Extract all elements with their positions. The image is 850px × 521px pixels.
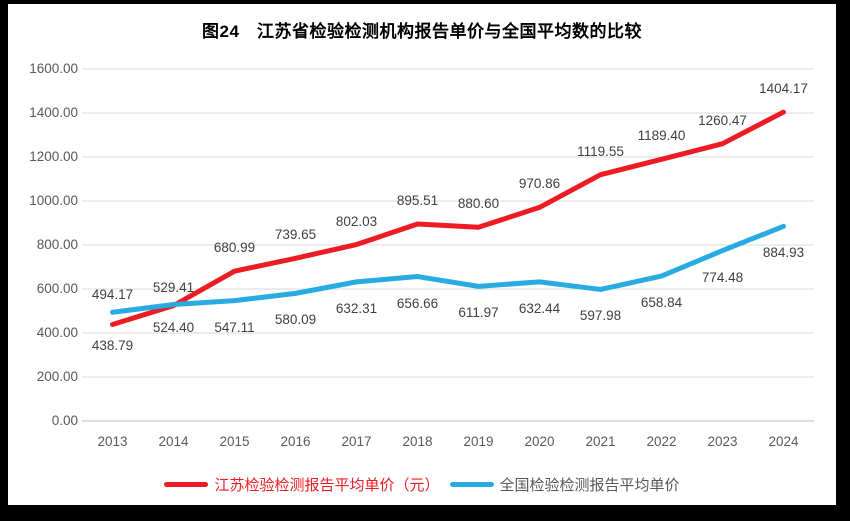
x-tick-label: 2021 <box>585 434 616 449</box>
y-tick-label: 600.00 <box>36 281 78 296</box>
data-label-0: 802.03 <box>335 213 378 229</box>
x-tick-label: 2013 <box>97 434 128 449</box>
data-label-1: 632.44 <box>518 300 561 316</box>
data-label-0: 1404.17 <box>759 81 808 97</box>
data-label-1: 580.09 <box>274 312 317 328</box>
data-label-0: 1260.47 <box>698 112 747 128</box>
x-tick-label: 2022 <box>646 434 677 449</box>
y-tick-label: 400.00 <box>36 325 78 340</box>
data-label-1: 774.48 <box>701 269 744 285</box>
y-tick-label: 1600.00 <box>29 61 78 76</box>
x-tick-label: 2019 <box>463 434 494 449</box>
y-tick-label: 1000.00 <box>29 193 78 208</box>
data-label-1: 656.66 <box>396 295 439 311</box>
data-label-1: 597.98 <box>579 308 622 324</box>
data-label-0: 680.99 <box>213 240 256 256</box>
legend-label-jiangsu: 江苏检验检测报告平均单价（元） <box>214 477 440 494</box>
legend-label-national: 全国检验检测报告平均单价 <box>499 477 680 494</box>
data-label-1: 632.31 <box>335 300 378 316</box>
chart-frame: 图24 江苏省检验检测机构报告单价与全国平均数的比较 0.00 200.00 400… <box>8 4 836 505</box>
data-label-1: 611.97 <box>458 305 499 321</box>
legend-swatch-jiangsu <box>164 482 209 487</box>
legend-item-national: 全国检验检测报告平均单价 <box>449 474 680 495</box>
x-tick-label: 2017 <box>341 434 372 449</box>
x-tick-label: 2018 <box>402 434 433 449</box>
data-label-0: 524.40 <box>152 319 195 335</box>
data-label-1: 547.11 <box>214 319 255 335</box>
y-tick-label: 200.00 <box>36 369 78 384</box>
data-label-0: 438.79 <box>91 338 134 354</box>
x-tick-label: 2020 <box>524 434 555 449</box>
x-tick-label: 2023 <box>707 434 738 449</box>
data-label-1: 529.41 <box>152 279 195 295</box>
x-tick-label: 2014 <box>158 434 189 449</box>
y-tick-label: 0.00 <box>51 413 78 428</box>
y-tick-label: 800.00 <box>36 237 78 252</box>
series-line-1 <box>110 223 786 315</box>
series-line-0 <box>110 109 786 327</box>
data-label-1: 658.84 <box>640 295 683 311</box>
legend-swatch-national <box>449 482 494 487</box>
x-tick-label: 2024 <box>768 434 799 449</box>
legend: 江苏检验检测报告平均单价（元） 全国检验检测报告平均单价 <box>8 474 836 495</box>
x-tick-label: 2016 <box>280 434 311 449</box>
data-label-1: 884.93 <box>762 245 805 261</box>
data-label-0: 1189.40 <box>637 128 686 144</box>
data-label-1: 494.17 <box>91 287 134 303</box>
data-label-0: 739.65 <box>274 227 317 243</box>
data-label-0: 970.86 <box>518 176 561 192</box>
data-label-0: 880.60 <box>457 196 500 212</box>
x-tick-label: 2015 <box>219 434 250 449</box>
data-label-0: 895.51 <box>396 192 439 208</box>
y-tick-label: 1400.00 <box>29 105 78 120</box>
chart-title: 图24 江苏省检验检测机构报告单价与全国平均数的比较 <box>202 22 642 41</box>
data-label-0: 1119.55 <box>577 143 624 159</box>
y-tick-label: 1200.00 <box>29 149 78 164</box>
legend-item-jiangsu: 江苏检验检测报告平均单价（元） <box>164 474 440 495</box>
plot-area <box>82 68 814 422</box>
